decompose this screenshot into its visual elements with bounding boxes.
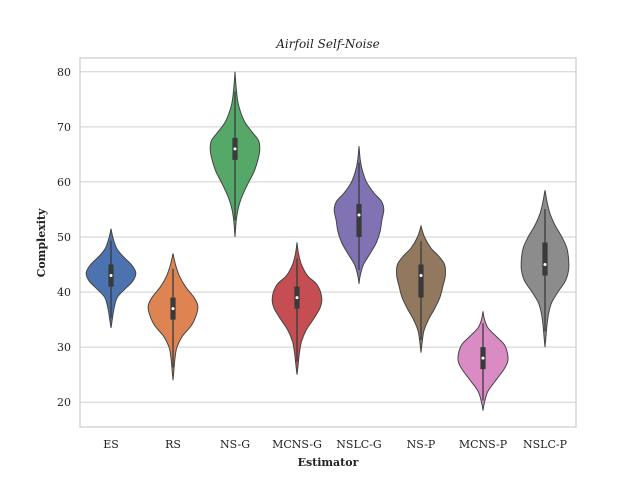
x-tick-label: RS xyxy=(165,438,181,451)
x-tick-label: MCNS-G xyxy=(272,438,322,451)
y-tick-label: 30 xyxy=(57,341,71,354)
violin-iqr-box xyxy=(418,264,424,298)
violin-median-dot xyxy=(543,263,547,267)
violin-nslc-p xyxy=(520,190,570,348)
violin-median-dot xyxy=(109,274,113,278)
violin-mcns-g xyxy=(271,242,323,375)
y-axis-label: Complexity xyxy=(35,208,48,277)
violin-median-dot xyxy=(481,356,485,360)
x-tick-label: NS-G xyxy=(220,438,250,451)
plot-frame xyxy=(79,57,577,428)
violin-es xyxy=(85,228,137,328)
x-tick-label: MCNS-P xyxy=(459,438,508,451)
violin-median-dot xyxy=(233,147,237,151)
y-tick-label: 20 xyxy=(57,396,71,409)
y-tick-label: 80 xyxy=(57,66,71,79)
y-tick-label: 60 xyxy=(57,176,71,189)
x-tick-label: NSLC-P xyxy=(523,438,568,451)
x-tick-label: ES xyxy=(103,438,119,451)
y-tick-label: 40 xyxy=(57,286,71,299)
y-tick-label: 50 xyxy=(57,231,71,244)
x-axis-label: Estimator xyxy=(298,456,359,469)
x-tick-label: NSLC-G xyxy=(336,438,381,451)
violin-median-dot xyxy=(419,274,423,278)
y-tick-labels: 20 30 40 50 60 70 80 xyxy=(57,66,71,409)
violin-ns-p xyxy=(396,224,446,353)
violin-median-dot xyxy=(171,307,175,311)
violin-median-dot xyxy=(295,296,299,300)
violin-iqr-box xyxy=(356,203,362,237)
violin-ns-g xyxy=(209,71,261,238)
violin-iqr-box xyxy=(542,242,548,276)
violin-mcns-p xyxy=(457,311,509,411)
chart-title: Airfoil Self-Noise xyxy=(275,37,379,51)
violins xyxy=(85,71,570,411)
violin-nslc-g xyxy=(333,146,385,284)
violin-rs xyxy=(147,253,199,381)
x-tick-labels: ES RS NS-G MCNS-G NSLC-G NS-P MCNS-P NSLC-P xyxy=(103,438,567,451)
violin-median-dot xyxy=(357,213,361,217)
x-tick-label: NS-P xyxy=(407,438,436,451)
y-tick-label: 70 xyxy=(57,121,71,134)
